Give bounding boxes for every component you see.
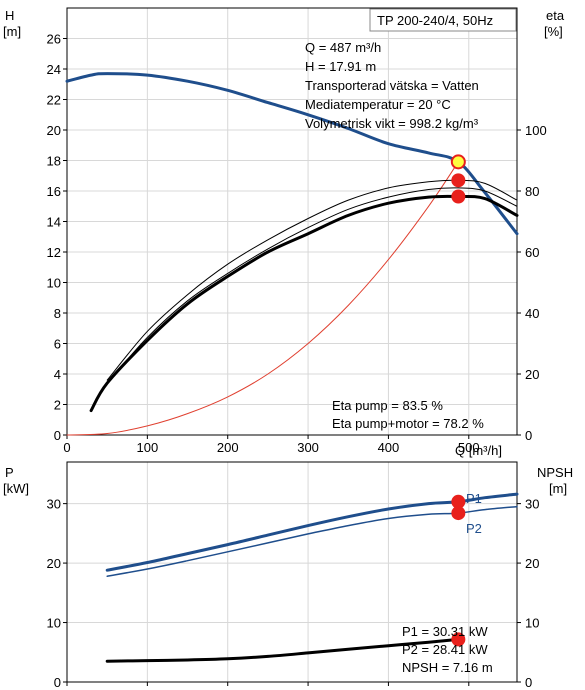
plot-layer: 0 100 200 300 400 500024681012141618202224260…	[47, 7, 547, 690]
series-eta_inner	[106, 187, 518, 384]
eta-axis-unit: [%]	[544, 24, 563, 39]
duty-point	[451, 506, 466, 521]
info-eta-pump: Eta pump = 83.5 %	[332, 398, 443, 413]
left-tick-label: 24	[47, 62, 61, 77]
right-tick-label: 20	[525, 556, 539, 571]
title-box	[369, 8, 517, 32]
h-axis-unit: [m]	[3, 24, 21, 39]
info-head: H = 17.91 m	[305, 59, 376, 74]
info-eta-pump-motor: Eta pump+motor = 78.2 %	[332, 416, 484, 431]
h-axis-title: H	[5, 8, 14, 23]
p-axis-unit: [kW]	[3, 481, 29, 496]
duty-point	[451, 189, 466, 204]
left-tick-label: 16	[47, 184, 61, 199]
plot-frame	[66, 461, 518, 683]
eta-axis-title: eta	[546, 8, 565, 23]
info-npsh: NPSH = 7.16 m	[402, 660, 493, 675]
right-tick-label: 40	[525, 306, 539, 321]
left-tick-label: 20	[47, 123, 61, 138]
plot-frame	[66, 7, 518, 436]
p1-series-label: P1	[466, 491, 482, 506]
series-npsh	[105, 637, 460, 663]
info-temperature: Mediatemperatur = 20 °C	[305, 97, 451, 112]
series-eta_motor	[89, 194, 519, 413]
right-tick-label: 10	[525, 616, 539, 631]
info-density: Volymetrisk vikt = 998.2 kg/m³	[305, 116, 479, 131]
right-tick-label: 60	[525, 245, 539, 260]
npsh-axis-title: NPSH	[537, 465, 573, 480]
duty-point	[450, 154, 466, 170]
right-tick-label: 80	[525, 184, 539, 199]
left-tick-label: 0	[54, 428, 61, 443]
npsh-axis-unit: [m]	[549, 481, 567, 496]
left-tick-label: 10	[47, 276, 61, 291]
chart-title: TP 200-240/4, 50Hz	[377, 13, 493, 28]
series-system	[66, 161, 459, 436]
x-tick-label: 400	[378, 440, 400, 455]
duty-point	[451, 173, 466, 188]
duty-point	[451, 632, 466, 647]
left-tick-label: 12	[47, 245, 61, 260]
x-tick-label: 300	[297, 440, 319, 455]
info-p1: P1 = 30.31 kW	[402, 624, 488, 639]
left-tick-label: 6	[54, 337, 61, 352]
x-tick-label: 200	[217, 440, 239, 455]
x-tick-label: 500	[458, 440, 480, 455]
right-tick-label: 0	[525, 428, 532, 443]
left-tick-label: 14	[47, 215, 61, 230]
right-tick-label: 0	[525, 675, 532, 690]
series-eta_outer	[106, 179, 518, 381]
right-tick-label: 100	[525, 123, 547, 138]
right-tick-label: 30	[525, 497, 539, 512]
left-tick-label: 4	[54, 367, 61, 382]
left-tick-label: 20	[47, 556, 61, 571]
p-axis-title: P	[5, 465, 14, 480]
left-tick-label: 10	[47, 616, 61, 631]
left-tick-label: 18	[47, 154, 61, 169]
p2-series-label: P2	[466, 521, 482, 536]
left-tick-label: 8	[54, 306, 61, 321]
info-flow: Q = 487 m³/h	[305, 40, 381, 55]
left-tick-label: 30	[47, 497, 61, 512]
left-tick-label: 0	[54, 675, 61, 690]
q-axis-label: Q [m³/h]	[455, 443, 502, 458]
right-tick-label: 20	[525, 367, 539, 382]
x-tick-label: 0	[63, 440, 70, 455]
left-tick-label: 2	[54, 398, 61, 413]
left-tick-label: 26	[47, 32, 61, 47]
info-liquid: Transporterad vätska = Vatten	[305, 78, 479, 93]
x-tick-label: 100	[137, 440, 159, 455]
info-p2: P2 = 28.41 kW	[402, 642, 488, 657]
left-tick-label: 22	[47, 93, 61, 108]
